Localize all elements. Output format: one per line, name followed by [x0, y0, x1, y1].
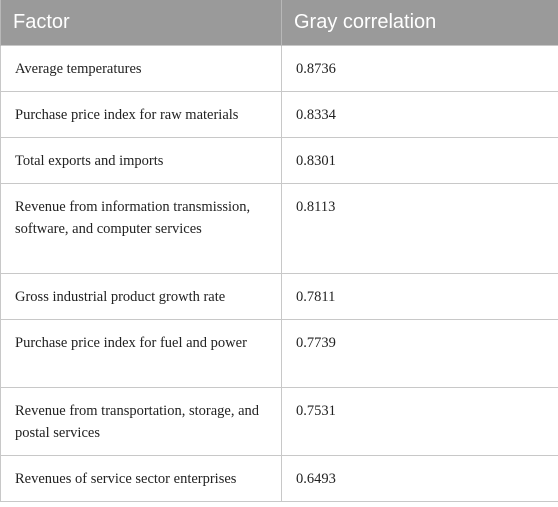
factor-cell: Purchase price index for fuel and power: [0, 319, 282, 388]
factor-cell: Revenue from information transmission, s…: [0, 183, 282, 274]
factor-cell: Revenues of service sector enterprises: [0, 455, 282, 502]
correlation-cell: 0.8301: [281, 137, 558, 184]
table-row: Revenue from transportation, storage, an…: [0, 387, 558, 456]
table-row: Purchase price index for fuel and power …: [0, 319, 558, 388]
correlation-cell: 0.8113: [281, 183, 558, 274]
correlation-cell: 0.8334: [281, 91, 558, 138]
factor-cell: Average temperatures: [0, 45, 282, 92]
correlation-cell: 0.7811: [281, 273, 558, 320]
table-row: Average temperatures 0.8736: [0, 45, 558, 92]
factor-cell: Revenue from transportation, storage, an…: [0, 387, 282, 456]
factor-cell: Total exports and imports: [0, 137, 282, 184]
table-row: Revenues of service sector enterprises 0…: [0, 455, 558, 502]
table-row: Total exports and imports 0.8301: [0, 137, 558, 184]
table-row: Gross industrial product growth rate 0.7…: [0, 273, 558, 320]
column-header-factor: Factor: [0, 0, 282, 46]
factor-cell: Gross industrial product growth rate: [0, 273, 282, 320]
factor-cell: Purchase price index for raw materials: [0, 91, 282, 138]
correlation-cell: 0.6493: [281, 455, 558, 502]
table-header: Factor Gray correlation: [0, 0, 558, 46]
correlation-cell: 0.8736: [281, 45, 558, 92]
column-header-gray-correlation: Gray correlation: [281, 0, 558, 46]
correlation-cell: 0.7531: [281, 387, 558, 456]
table-row: Purchase price index for raw materials 0…: [0, 91, 558, 138]
table-row: Revenue from information transmission, s…: [0, 183, 558, 274]
header-row: Factor Gray correlation: [0, 0, 558, 46]
table-body: Average temperatures 0.8736 Purchase pri…: [0, 45, 558, 502]
correlation-cell: 0.7739: [281, 319, 558, 388]
